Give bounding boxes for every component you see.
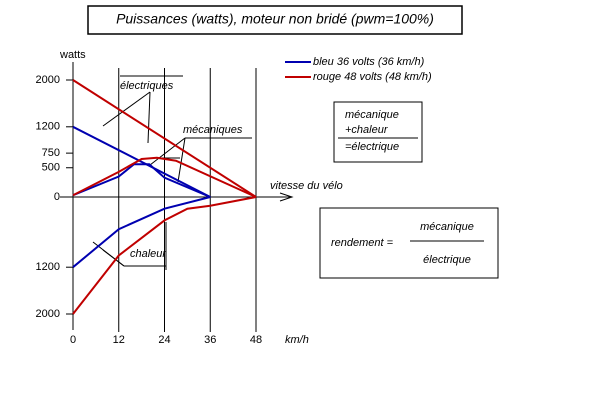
annotation: mécaniques xyxy=(183,124,243,136)
x-axis-arrow xyxy=(279,192,294,202)
y-tick-label: 0 xyxy=(54,191,60,203)
y-tick-label: 1200 xyxy=(36,121,60,133)
y-tick-label: 500 xyxy=(42,162,60,174)
efficiency-denominator: électrique xyxy=(423,254,471,266)
balance-line: mécanique xyxy=(345,109,399,121)
title-box xyxy=(87,5,463,35)
series-line xyxy=(72,125,211,198)
series-line xyxy=(72,163,211,198)
x-tick-label: 12 xyxy=(113,334,125,346)
efficiency-numerator: mécanique xyxy=(420,221,474,233)
x-axis-label: km/h xyxy=(285,334,309,346)
x-tick-label: 48 xyxy=(250,334,262,346)
efficiency-box xyxy=(319,207,499,279)
balance-line: +chaleur xyxy=(345,124,389,136)
legend-label: bleu 36 volts (36 km/h) xyxy=(313,56,425,68)
legend-label: rouge 48 volts (48 km/h) xyxy=(313,71,432,83)
x-tick-label: 0 xyxy=(70,334,76,346)
balance-line: =électrique xyxy=(345,141,399,153)
x-axis-title: vitesse du vélo xyxy=(270,180,343,192)
chart-title: Puissances (watts), moteur non bridé (pw… xyxy=(116,11,434,27)
annotation: électriques xyxy=(120,80,174,92)
leaders xyxy=(92,75,252,270)
x-tick-label: 36 xyxy=(204,334,216,346)
series-line xyxy=(72,196,257,315)
annotation: chaleur xyxy=(130,248,167,260)
x-tick-label: 24 xyxy=(158,334,170,346)
series-line xyxy=(72,79,257,198)
y-tick-label: 1200 xyxy=(36,261,60,273)
y-tick-label: 750 xyxy=(42,147,60,159)
efficiency-label: rendement = xyxy=(331,237,394,249)
series-line xyxy=(72,196,211,268)
series-line xyxy=(72,156,257,198)
balance-box xyxy=(333,101,423,163)
y-tick-label: 2000 xyxy=(36,74,60,86)
y-axis-label: watts xyxy=(59,49,86,61)
y-tick-label: 2000 xyxy=(36,308,60,320)
